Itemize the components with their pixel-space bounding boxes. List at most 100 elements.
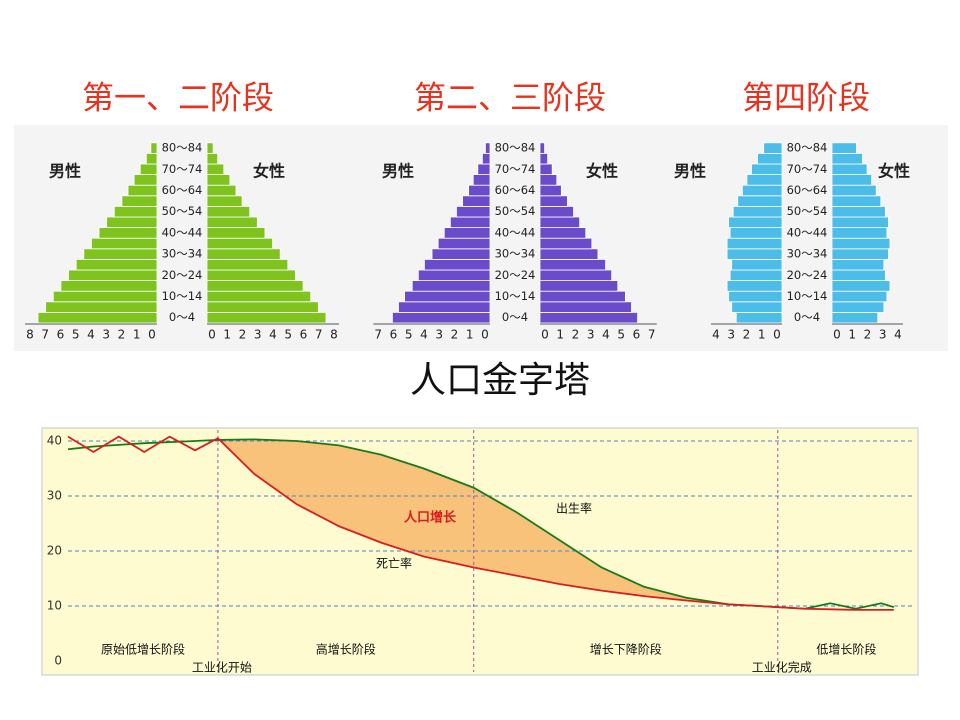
pyramid-bar bbox=[113, 205, 158, 218]
age-label: 50～54 bbox=[787, 204, 828, 218]
pyramid-bar bbox=[133, 174, 158, 186]
pyramid-bar bbox=[831, 227, 888, 239]
x-tick-label: 6 bbox=[390, 328, 398, 342]
x-tick-label: 8 bbox=[26, 328, 34, 342]
pyramid-bar bbox=[206, 290, 312, 303]
x-tick-label: 5 bbox=[72, 328, 80, 342]
pyramid-bar bbox=[481, 152, 491, 165]
age-label: 20～24 bbox=[162, 268, 203, 282]
pyramid-bar bbox=[206, 237, 273, 250]
pyramid-bar bbox=[831, 301, 885, 313]
age-label: 20～24 bbox=[495, 268, 536, 282]
pyramid-bar bbox=[539, 142, 545, 154]
x-tick-label: 1 bbox=[133, 328, 141, 342]
pyramid-bar bbox=[731, 258, 783, 271]
pyramid-bar bbox=[741, 184, 783, 197]
pyramid-bar bbox=[206, 301, 319, 313]
x-tick-label: 3 bbox=[587, 328, 595, 342]
pyramid-bar bbox=[52, 290, 158, 303]
pyramid-bar bbox=[431, 248, 491, 260]
x-tick-label: 0 bbox=[773, 328, 781, 342]
pyramid-bar bbox=[477, 163, 491, 176]
x-tick-label: 3 bbox=[254, 328, 262, 342]
pyramid-bar bbox=[751, 163, 783, 176]
age-label: 0～4 bbox=[794, 310, 820, 324]
pyramid-bar bbox=[206, 152, 219, 165]
caption: 人口金字塔 bbox=[410, 360, 590, 401]
pyramid-bar bbox=[539, 301, 632, 313]
pyramid-bar bbox=[206, 227, 266, 239]
age-label: 40～44 bbox=[495, 225, 536, 239]
x-tick-label: 2 bbox=[743, 328, 751, 342]
pyramid-bar bbox=[127, 184, 158, 197]
stage-label: 增长下降阶段 bbox=[590, 642, 662, 657]
pyramid-bar bbox=[539, 280, 619, 292]
pyramid-bar bbox=[539, 258, 606, 271]
age-label: 30～34 bbox=[162, 247, 203, 261]
pyramid-bar bbox=[83, 248, 158, 260]
pyramid-bar bbox=[121, 195, 158, 207]
age-label: 10～14 bbox=[162, 289, 203, 303]
x-tick-label: 3 bbox=[435, 328, 443, 342]
x-tick-label: 8 bbox=[330, 328, 338, 342]
pyramid-bar bbox=[539, 216, 581, 229]
x-tick-label: 2 bbox=[572, 328, 580, 342]
age-label: 50～54 bbox=[495, 204, 536, 218]
pyramid-bar bbox=[68, 269, 158, 282]
pyramid-bar bbox=[746, 174, 783, 186]
pyramid-bar bbox=[831, 174, 873, 186]
pyramid-bar bbox=[728, 216, 783, 229]
x-tick-label: 5 bbox=[405, 328, 413, 342]
pyramid-bar bbox=[763, 142, 783, 154]
pyramid-bar bbox=[468, 184, 491, 197]
pyramid-bar bbox=[206, 216, 258, 229]
age-label: 70～74 bbox=[162, 162, 203, 176]
pyramid-bar bbox=[831, 142, 857, 154]
age-label: 70～74 bbox=[495, 162, 536, 176]
pyramid-bar bbox=[757, 152, 783, 165]
age-label: 70～74 bbox=[787, 162, 828, 176]
pyramid-bar bbox=[106, 216, 158, 229]
stage-label: 高增长阶段 bbox=[316, 642, 376, 657]
pyramid-bar bbox=[472, 174, 491, 186]
pyramid-bar bbox=[735, 311, 783, 324]
pyramid-bar bbox=[449, 216, 491, 229]
pyramid-bar bbox=[206, 205, 251, 218]
age-label: 20～24 bbox=[787, 268, 828, 282]
age-label: 40～44 bbox=[787, 225, 828, 239]
x-tick-label: 7 bbox=[648, 328, 656, 342]
y-tick-label: 10 bbox=[47, 599, 62, 613]
x-tick-label: 7 bbox=[41, 328, 49, 342]
age-label: 40～44 bbox=[162, 225, 203, 239]
pyramid-bar bbox=[539, 163, 553, 176]
pyramid-title: 第四阶段 bbox=[742, 79, 870, 117]
pyramid-bar bbox=[411, 280, 491, 292]
pyramid-bar bbox=[98, 227, 158, 239]
pyramid-bar bbox=[726, 280, 783, 292]
pyramid-bar bbox=[91, 237, 158, 250]
x-tick-label: 3 bbox=[727, 328, 735, 342]
pyramid-bar bbox=[726, 248, 783, 260]
pyramid-bar bbox=[391, 311, 491, 324]
pyramid-bar bbox=[732, 205, 783, 218]
pyramid-bar bbox=[539, 184, 562, 197]
x-tick-label: 4 bbox=[712, 328, 720, 342]
pyramid-bar bbox=[831, 216, 889, 229]
pyramid-bar bbox=[462, 195, 491, 207]
pyramid-bar bbox=[831, 163, 868, 176]
x-tick-label: 7 bbox=[315, 328, 323, 342]
x-tick-label: 0 bbox=[541, 328, 549, 342]
pyramid-bar bbox=[539, 237, 593, 250]
pyramid-bar bbox=[831, 290, 888, 303]
legend-label: 女性 bbox=[586, 162, 618, 181]
pyramid-bar bbox=[206, 174, 231, 186]
y-tick-label: 0 bbox=[54, 654, 62, 668]
legend-label: 男性 bbox=[49, 162, 81, 181]
pyramid-bar bbox=[831, 205, 886, 218]
pyramid-bar bbox=[443, 227, 491, 239]
y-tick-label: 30 bbox=[47, 489, 62, 503]
pyramid-bar bbox=[831, 311, 879, 324]
age-label: 80～84 bbox=[495, 141, 536, 155]
pyramid-bar bbox=[417, 269, 491, 282]
x-tick-label: 4 bbox=[602, 328, 610, 342]
